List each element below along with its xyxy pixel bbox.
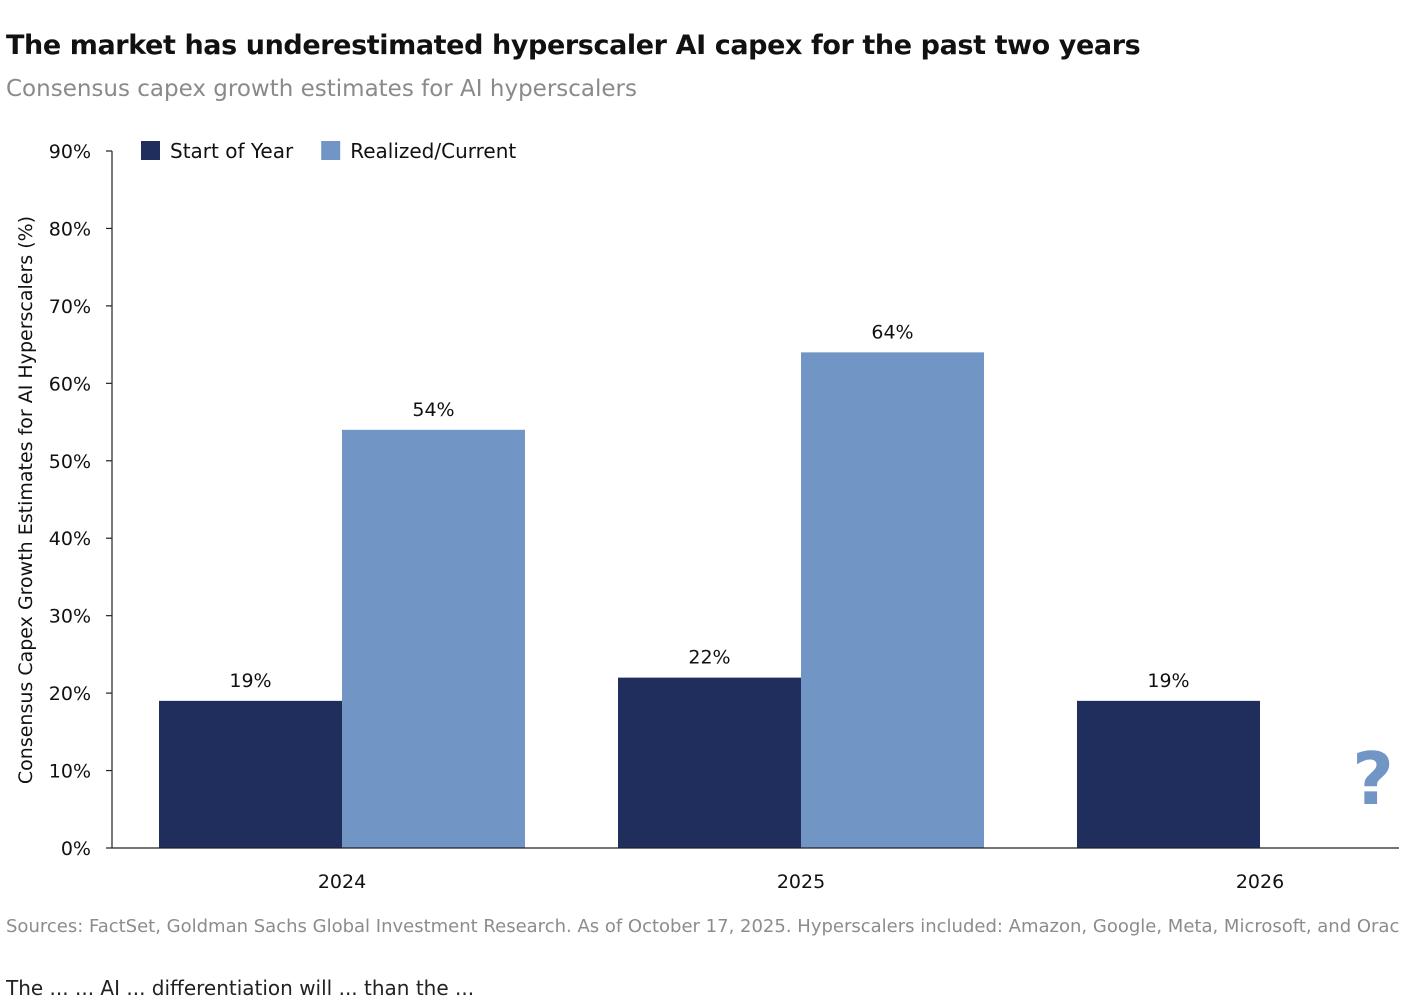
article-text-fragment: The ... ... AI ... differentiation will … <box>6 976 475 1000</box>
y-tick-label: 10% <box>49 761 91 783</box>
chart-subtitle: Consensus capex growth estimates for AI … <box>6 76 637 102</box>
bar-start-of-year-2024 <box>159 700 342 848</box>
unknown-value-annotation: ? <box>1352 737 1394 821</box>
bar-data-labels: 19% 54% 22% 64% 19% <box>229 321 1189 691</box>
y-tick-label: 80% <box>49 218 91 240</box>
x-tick-label-2025: 2025 <box>777 871 825 893</box>
y-tick-label: 90% <box>49 141 91 163</box>
bar-data-label: 64% <box>871 321 913 343</box>
legend-label: Realized/Current <box>350 139 516 163</box>
x-tick-label-2024: 2024 <box>318 871 366 893</box>
chart-title: The market has underestimated hyperscale… <box>6 30 1141 61</box>
y-axis-ticks: 0% 10% 20% 30% 40% 50% 60% 70% 80% 90% <box>49 141 112 860</box>
y-tick-label: 20% <box>49 683 91 705</box>
bar-chart: 0% 10% 20% 30% 40% 50% 60% 70% 80% 90% 19% 54% 22% 6… <box>15 139 1399 893</box>
source-note: Sources: FactSet, Goldman Sachs Global I… <box>6 916 1401 937</box>
bar-data-label: 22% <box>688 647 730 669</box>
y-tick-label: 60% <box>49 373 91 395</box>
legend-swatch <box>141 141 160 160</box>
bar-realized-current-2025 <box>801 352 984 848</box>
y-tick-label: 50% <box>49 451 91 473</box>
y-tick-label: 30% <box>49 606 91 628</box>
bar-data-label: 19% <box>229 670 271 692</box>
y-axis-label: Consensus Capex Growth Estimates for AI … <box>15 216 37 784</box>
legend-swatch <box>321 141 341 160</box>
bar-start-of-year-2026 <box>1077 700 1260 848</box>
bar-series <box>159 352 1260 848</box>
bar-data-label: 54% <box>412 399 454 421</box>
bar-data-label: 19% <box>1147 670 1189 692</box>
chart-legend: Start of Year Realized/Current <box>141 139 516 163</box>
x-axis-ticks: 2024 2025 2026 <box>318 871 1284 893</box>
y-tick-label: 0% <box>61 838 91 860</box>
legend-label: Start of Year <box>170 139 294 163</box>
y-tick-label: 70% <box>49 296 91 318</box>
bar-start-of-year-2025 <box>618 677 801 848</box>
bar-realized-current-2024 <box>342 429 525 848</box>
y-tick-label: 40% <box>49 528 91 550</box>
x-tick-label-2026: 2026 <box>1236 871 1284 893</box>
